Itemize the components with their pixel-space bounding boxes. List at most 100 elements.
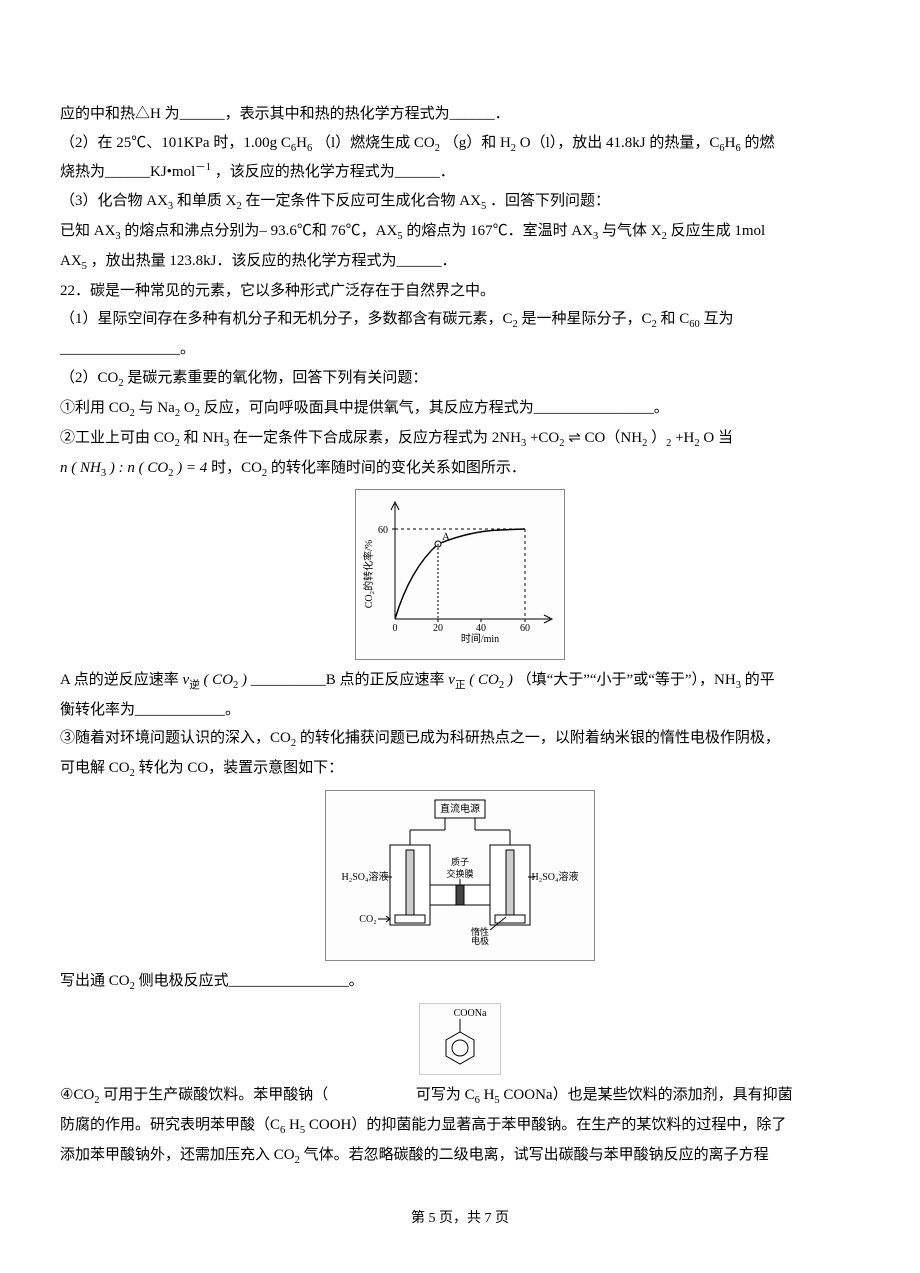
sub: 5 (300, 1125, 305, 1136)
text: 的燃 (744, 135, 774, 151)
svg-text:COONa: COONa (454, 1008, 487, 1019)
sub: 5 (481, 201, 486, 212)
svg-text:20: 20 (433, 623, 443, 634)
sub: 2 (666, 438, 671, 449)
svg-text:A: A (442, 531, 450, 543)
text: H (289, 1117, 300, 1133)
svg-text:质子: 质子 (451, 856, 469, 867)
sub: 3 (521, 438, 526, 449)
text: 防腐的作用。研究表明苯甲酸（C (60, 1117, 280, 1133)
text-line: （1）星际空间存在多种有机分子和无机分子，多数都含有碳元素，C2 是一种星际分子… (60, 305, 860, 335)
text: A 点的逆反应速率 (60, 672, 183, 688)
text-line: 衡转化率为____________。 (60, 696, 860, 725)
page-number: 5 (429, 1211, 436, 1226)
text: 可电解 CO (60, 760, 130, 776)
page: 应的中和热△H 为______，表示其中和热的热化学方程式为______． （2… (0, 0, 920, 1273)
svg-text:60: 60 (378, 525, 388, 536)
footer-mid: 页，共 (439, 1211, 485, 1226)
text: 添加苯甲酸钠外，还需加压充入 CO (60, 1147, 295, 1163)
chart-box: 60 0 20 40 60 时间/min CO₂的转化率/% A (355, 489, 565, 660)
text: O (184, 400, 195, 416)
text-line: AX5 ，放出热量 123.8kJ．该反应的热化学方程式为______． (60, 247, 860, 277)
electrolysis-device: 直流电源 质子 交换膜 (330, 795, 590, 945)
text: ） (651, 430, 666, 446)
text: AX (60, 253, 82, 269)
text: 是一种星际分子，C (522, 311, 652, 327)
text: 气体。若忽略碳酸的二级电离，试写出碳酸与苯甲酸钠反应的离子方程 (304, 1147, 769, 1163)
sub: 2 (295, 1155, 300, 1166)
sub: 3 (224, 438, 229, 449)
sodium-benzoate-structure: COONa (419, 1003, 501, 1075)
sub: 2 (262, 468, 267, 479)
sub: 2 (175, 438, 180, 449)
text-line: ②工业上可由 CO2 和 NH3 在一定条件下合成尿素，反应方程式为 2NH3 … (60, 424, 860, 454)
text: 的转化捕获问题已成为科研热点之一，以附着纳米银的惰性电极作阴极， (300, 730, 780, 746)
molecule-figure: COONa (60, 1003, 860, 1075)
text: ．回答下列问题： (490, 193, 610, 209)
sub: 2 (130, 981, 135, 992)
text: 在一定条件下合成尿素，反应方程式为 2NH (233, 430, 521, 446)
sub: 正 (455, 680, 466, 691)
text: ④CO (60, 1087, 94, 1103)
text-line: 烧热为______KJ•mol－1 ，该反应的热化学方程式为______． (60, 158, 860, 187)
text-line: ①利用 CO2 与 Na2 O2 反应，可向呼吸面具中提供氧气，其反应方程式为_… (60, 394, 860, 424)
svg-text:0: 0 (393, 623, 398, 634)
text: （g）和 H (444, 135, 511, 151)
text: +CO (530, 430, 559, 446)
math: ( NH (71, 460, 101, 476)
math: ( CO (469, 672, 499, 688)
sub: 2 (694, 438, 699, 449)
text: 的熔点为 167℃．室温时 AX (406, 223, 593, 239)
text: 侧电极反应式________________。 (139, 973, 364, 989)
sub: 2 (130, 768, 135, 779)
text: 互为 (704, 311, 734, 327)
text: H (296, 135, 307, 151)
footer-suffix: 页 (495, 1211, 509, 1226)
sub: 2 (94, 1095, 99, 1106)
text-line: ④CO2 可用于生产碳酸饮料。苯甲酸钠（ 可写为 C6 H5 COONa）也是某… (60, 1081, 860, 1111)
text: 可用于生产碳酸饮料。苯甲酸钠（ (103, 1087, 328, 1103)
text: 是碳元素重要的氧化物，回答下列有关问题： (127, 370, 427, 386)
svg-text:CO₂的转化率/%: CO₂的转化率/% (362, 540, 375, 609)
text: 烧热为______KJ•mol (60, 164, 195, 180)
sub: 2 (559, 438, 564, 449)
text: 的转化率随时间的变化关系如图所示． (271, 460, 526, 476)
text: 22．碳是一种常见的元素，它以多种形式广泛存在于自然界之中。 (60, 283, 495, 299)
text: 的熔点和沸点分别为– 93.6℃和 76℃，AX (124, 223, 397, 239)
text: （1）星际空间存在多种有机分子和无机分子，多数都含有碳元素，C (60, 311, 513, 327)
sub: 6 (280, 1125, 285, 1136)
text-line: （3）化合物 AX3 和单质 X2 在一定条件下反应可生成化合物 AX5 ．回答… (60, 187, 860, 217)
sub: 3 (736, 680, 741, 691)
math: ( CO (203, 672, 233, 688)
text: 反应生成 1mol (671, 223, 766, 239)
svg-text:60: 60 (520, 623, 530, 634)
svg-text:交换膜: 交换膜 (446, 868, 473, 879)
text: 时，CO (211, 460, 262, 476)
text: （3）化合物 AX (60, 193, 168, 209)
text-line: 已知 AX3 的熔点和沸点分别为– 93.6℃和 76℃，AX5 的熔点为 16… (60, 217, 860, 247)
text: O 当 (703, 430, 733, 446)
text-line: A 点的逆反应速率 v逆 ( CO2 ) __________B 点的正反应速率… (60, 666, 860, 696)
svg-text:40: 40 (476, 623, 486, 634)
sub: 2 (118, 378, 123, 389)
sub: 60 (689, 319, 700, 330)
text-line: ________________。 (60, 335, 860, 364)
sub: 3 (168, 201, 173, 212)
text: __________B 点的正反应速率 (251, 672, 449, 688)
math: ) : n (110, 460, 135, 476)
device-box: 直流电源 质子 交换膜 (325, 790, 595, 961)
page-footer: 第 5 页，共 7 页 (0, 1206, 920, 1233)
sub: 2 (513, 319, 518, 330)
text: （l）燃烧生成 CO (316, 135, 435, 151)
text-line: ③随着对环境问题认识的深入，CO2 的转化捕获问题已成为科研热点之一，以附着纳米… (60, 724, 860, 754)
text: COONa）也是某些饮料的添加剂，具有抑菌 (503, 1087, 792, 1103)
text: 应的中和热△H 为______，表示其中和热的热化学方程式为______． (60, 106, 510, 122)
sub: 5 (397, 231, 402, 242)
sub: 3 (115, 231, 120, 242)
text: （填“大于”“小于”或“等于”），NH (517, 672, 736, 688)
math: ) = 4 (177, 460, 207, 476)
sub: 5 (494, 1095, 499, 1106)
sub: 3 (593, 231, 598, 242)
text: O（l），放出 41.8kJ 的热量，C (520, 135, 720, 151)
math: ) (238, 672, 247, 688)
